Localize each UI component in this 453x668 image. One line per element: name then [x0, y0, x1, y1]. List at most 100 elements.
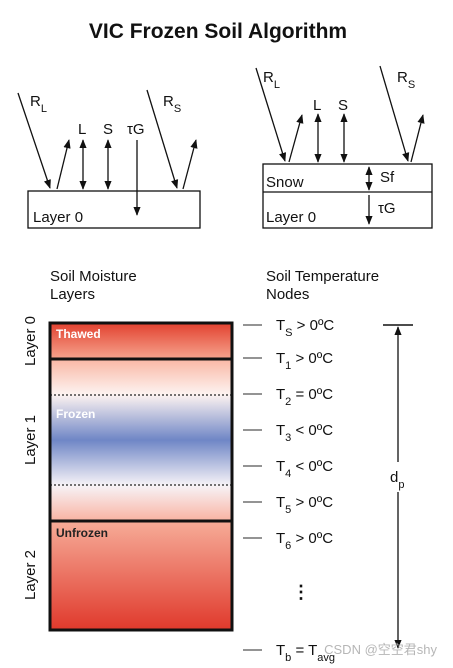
label: S	[338, 97, 348, 114]
heading: Nodes	[266, 286, 309, 303]
arrow	[288, 114, 304, 163]
zone-fill	[50, 323, 232, 359]
label-text: Snow	[266, 174, 304, 191]
soil-column: Thawed Frozen Unfrozen Layer 0 Layer 1 L…	[22, 316, 234, 632]
subscript: 3	[285, 432, 291, 444]
arrow	[410, 114, 425, 163]
label-text: τG	[127, 121, 145, 138]
label-text: S	[103, 121, 113, 138]
label-text: T	[276, 458, 285, 475]
label-text: > 0ºC	[291, 494, 333, 511]
subscript: 6	[285, 540, 291, 552]
label: RS	[397, 69, 415, 91]
subscript: avg	[317, 652, 335, 664]
node-label: T3 < 0ºC	[276, 422, 333, 444]
label-text: R	[263, 69, 274, 86]
label-text: S	[338, 97, 348, 114]
subscript: S	[285, 327, 292, 339]
ellipsis: ⋮	[292, 582, 310, 602]
subscript: L	[41, 103, 47, 115]
label-text: L	[313, 97, 321, 114]
watermark: CSDN @空空君shy	[324, 642, 437, 657]
column-border	[48, 321, 234, 632]
title: VIC Frozen Soil Algorithm	[89, 20, 347, 43]
label-text: τG	[378, 200, 396, 217]
heading: Layers	[50, 286, 95, 303]
label-text: T	[276, 386, 285, 403]
label: RS	[163, 93, 181, 115]
label-text: L	[78, 121, 86, 138]
subscript: 1	[285, 360, 291, 372]
label: dp	[390, 469, 404, 491]
left-panel: RL L S τG RS Layer 0	[17, 89, 201, 229]
label-text: Layer 0	[266, 209, 316, 226]
arrow	[255, 67, 287, 162]
heading: Soil Moisture	[50, 268, 137, 285]
label-text: R	[30, 93, 41, 110]
right-panel: RL L S RS Snow Layer 0 Sf τG	[255, 65, 433, 229]
subscript: S	[408, 79, 415, 91]
label-text: = T	[291, 642, 317, 659]
arrow	[56, 139, 71, 190]
label: Sf	[380, 169, 395, 186]
node-label: Tb = Tavg	[276, 642, 335, 664]
label-text: R	[163, 93, 174, 110]
subscript: b	[285, 652, 291, 664]
label-text: T	[276, 494, 285, 511]
subscript: 5	[285, 504, 291, 516]
label: RL	[263, 69, 280, 91]
node-label: T4 < 0ºC	[276, 458, 333, 480]
arrow	[379, 65, 410, 162]
label: S	[103, 121, 113, 138]
layer-box	[27, 190, 201, 229]
label: τG	[378, 200, 396, 217]
label-text: T	[276, 317, 285, 334]
label-text: T	[276, 530, 285, 547]
label: Layer 0	[33, 209, 83, 226]
zone-fill	[50, 359, 232, 521]
label: RL	[30, 93, 47, 115]
subscript: 4	[285, 468, 291, 480]
label-text: Sf	[380, 169, 395, 186]
label: L	[78, 121, 86, 138]
label-text: < 0ºC	[291, 422, 333, 439]
subscript: p	[398, 479, 404, 491]
layer-label: Layer 1	[22, 415, 39, 465]
arrow	[17, 92, 51, 189]
label: τG	[127, 121, 145, 138]
layer-box	[262, 163, 433, 229]
label-text: T	[276, 422, 285, 439]
label: Layer 0	[266, 209, 316, 226]
label-bg	[386, 462, 412, 492]
layer-label: Layer 0	[22, 316, 39, 366]
label-text: < 0ºC	[291, 458, 333, 475]
label-text: = 0ºC	[291, 386, 333, 403]
subscript: S	[174, 103, 181, 115]
heading: Soil Temperature	[266, 268, 379, 285]
zone-label: Unfrozen	[56, 526, 108, 540]
arrow	[146, 89, 179, 189]
node-label: TS > 0ºC	[276, 317, 334, 339]
label-text: T	[276, 350, 285, 367]
zone-label: Thawed	[56, 327, 101, 341]
label-text: > 0ºC	[293, 317, 335, 334]
zone-label: Frozen	[56, 407, 95, 421]
subscript: L	[274, 79, 280, 91]
label-text: R	[397, 69, 408, 86]
label-text: T	[276, 642, 285, 659]
node-label: T5 > 0ºC	[276, 494, 333, 516]
node-label: T1 > 0ºC	[276, 350, 333, 372]
label-text: > 0ºC	[291, 530, 333, 547]
arrow	[182, 139, 198, 190]
label-text: d	[390, 469, 398, 486]
label-text: Layer 0	[33, 209, 83, 226]
layer-label: Layer 2	[22, 550, 39, 600]
subscript: 2	[285, 396, 291, 408]
label-text: > 0ºC	[291, 350, 333, 367]
zone-fill	[50, 521, 232, 630]
label: L	[313, 97, 321, 114]
node-label: T2 = 0ºC	[276, 386, 333, 408]
label: Snow	[266, 174, 304, 191]
